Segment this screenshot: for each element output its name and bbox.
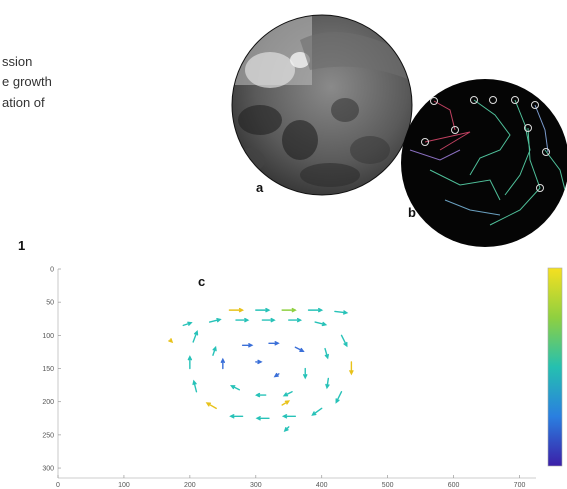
y-tick-label: 300 <box>42 466 54 473</box>
x-tick-label: 500 <box>382 482 394 489</box>
text-fragment: ssion <box>2 54 33 69</box>
vector-arrow <box>235 317 250 323</box>
image-texture <box>232 15 410 187</box>
traces <box>409 99 566 226</box>
vector-arrow <box>311 407 323 416</box>
x-tick-label: 600 <box>448 482 460 489</box>
vector-arrow <box>192 329 199 343</box>
x-tick-label: 700 <box>514 482 526 489</box>
vector-arrow <box>283 426 290 432</box>
vector-arrow <box>273 372 280 378</box>
vector-arrow <box>288 317 303 323</box>
vector-arrow <box>241 343 254 348</box>
vector-arrow <box>334 310 349 315</box>
x-tick-label: 0 <box>56 482 60 489</box>
vector-arrow <box>281 400 291 406</box>
vector-arrow <box>212 345 217 356</box>
vector-arrow <box>220 357 226 370</box>
vector-arrow <box>340 334 348 348</box>
vector-arrow <box>168 338 174 344</box>
y-tick-label: 0 <box>50 267 54 274</box>
panel-label: c <box>198 274 205 289</box>
vector-arrow <box>229 414 244 419</box>
vector-arrow <box>281 414 297 419</box>
text-fragment: e growth <box>2 74 52 89</box>
panel-b-image <box>401 79 567 247</box>
vector-arrow <box>268 341 280 346</box>
y-tick-label: 50 <box>46 300 54 307</box>
vector-arrow <box>325 377 330 390</box>
vector-arrow <box>335 391 343 404</box>
y-tick-label: 100 <box>42 333 54 340</box>
x-tick-label: 200 <box>184 482 196 489</box>
vector-arrow <box>349 361 354 376</box>
vector-arrow <box>192 379 198 393</box>
vector-arrow <box>255 359 263 365</box>
vector-arrow <box>228 307 245 313</box>
vector-arrow <box>294 346 305 352</box>
vector-arrow <box>261 317 276 323</box>
vector-arrow <box>324 347 329 360</box>
vector-arrow <box>255 307 271 313</box>
panel-label: b <box>408 205 416 220</box>
quiver-plot: 0 50 100 150 200 250 300 0 100 200 300 400 500 600 700 <box>42 267 563 489</box>
figure-number: 1 <box>18 238 25 253</box>
x-tick-label: 100 <box>118 482 130 489</box>
vector-arrow <box>229 385 241 391</box>
y-tick-label: 250 <box>42 432 54 439</box>
vector-arrow <box>182 321 193 327</box>
vector-arrow <box>314 321 328 327</box>
vector-arrow <box>307 307 324 313</box>
text-fragment: ation of <box>2 95 45 110</box>
track-markers <box>421 96 550 192</box>
vector-arrow <box>255 416 270 421</box>
x-tick-label: 400 <box>316 482 328 489</box>
vector-arrow <box>254 392 267 398</box>
vector-arrow <box>187 355 193 370</box>
y-tick-label: 200 <box>42 399 54 406</box>
panel-a-image <box>231 14 413 196</box>
vector-arrow <box>282 391 293 397</box>
x-tick-label: 300 <box>250 482 262 489</box>
colorbar <box>547 267 563 467</box>
vector-arrow <box>303 367 308 380</box>
vector-arrow <box>281 307 297 313</box>
vector-arrow <box>205 402 217 410</box>
panel-label: a <box>256 180 264 195</box>
y-tick-label: 150 <box>42 366 54 373</box>
vector-arrow <box>208 318 222 323</box>
